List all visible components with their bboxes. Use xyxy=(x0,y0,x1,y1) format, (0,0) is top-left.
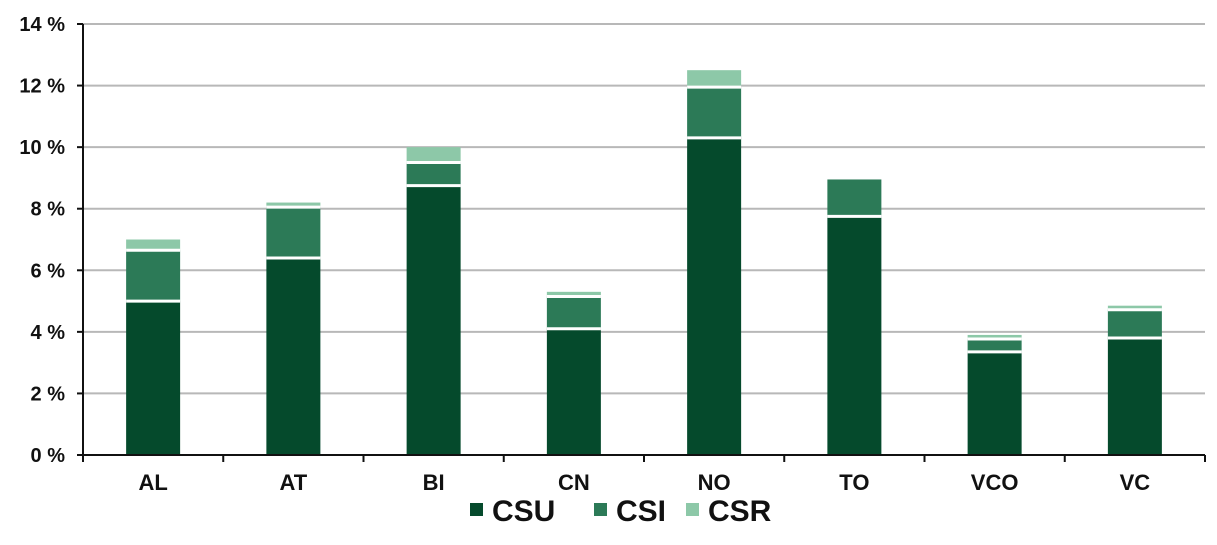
bar-al-csr xyxy=(126,239,181,251)
x-tick-label-cn: CN xyxy=(558,470,590,495)
y-tick-label: 14 % xyxy=(19,14,65,36)
bar-no-csu xyxy=(687,137,742,455)
x-tick-label-vco: VCO xyxy=(971,470,1019,495)
bar-al-csi xyxy=(126,250,181,302)
bar-al-csu xyxy=(126,301,181,455)
x-tick-label-bi: BI xyxy=(423,470,445,495)
legend-swatch-csi xyxy=(594,503,607,516)
x-tick-label-vc: VC xyxy=(1120,470,1151,495)
axes: 0 % 2 % 4 % 6 % 8 % 10 % 12 % 14 % AL AT BI CN NO TO V… xyxy=(19,14,1206,495)
y-tick-label: 6 % xyxy=(31,260,66,282)
legend-label-csi: CSI xyxy=(616,495,666,528)
bar-bi-csi xyxy=(406,162,461,186)
bar-bi-csu xyxy=(406,185,461,455)
bar-cn-csr xyxy=(546,291,601,297)
legend-swatch-csu xyxy=(470,503,483,516)
x-tick-label-al: AL xyxy=(138,470,167,495)
bar-at-csi xyxy=(266,207,321,258)
y-tick-label: 10 % xyxy=(19,137,65,159)
y-tick-label: 2 % xyxy=(31,383,66,405)
y-tick-label: 8 % xyxy=(31,199,66,221)
gridlines xyxy=(83,23,1205,395)
bar-at-csr xyxy=(266,202,321,208)
bar-bi-csr xyxy=(406,147,461,163)
y-tick-label: 0 % xyxy=(31,445,66,467)
x-tick-label-at: AT xyxy=(280,470,308,495)
bar-vco-csu xyxy=(967,351,1022,455)
legend-label-csr: CSR xyxy=(708,495,772,528)
x-tick-label-no: NO xyxy=(698,470,731,495)
bars xyxy=(126,70,1162,455)
bar-vco-csi xyxy=(967,338,1022,352)
y-tick-label: 4 % xyxy=(31,322,66,344)
bar-vc-csu xyxy=(1107,338,1162,455)
y-tick-label: 12 % xyxy=(19,76,65,98)
bar-cn-csu xyxy=(546,328,601,455)
bar-to-csi xyxy=(827,179,882,217)
bar-cn-csi xyxy=(546,296,601,329)
bar-to-csu xyxy=(827,216,882,455)
bar-no-csi xyxy=(687,87,742,138)
bar-vc-csi xyxy=(1107,309,1162,339)
bar-vc-csr xyxy=(1107,305,1162,310)
bar-vco-csr xyxy=(967,334,1022,339)
bar-no-csr xyxy=(687,70,742,88)
legend-label-csu: CSU xyxy=(492,495,555,528)
x-tick-label-to: TO xyxy=(839,470,869,495)
legend: CSU CSI CSR xyxy=(470,495,772,528)
bar-at-csu xyxy=(266,257,321,455)
legend-swatch-csr xyxy=(686,503,699,516)
